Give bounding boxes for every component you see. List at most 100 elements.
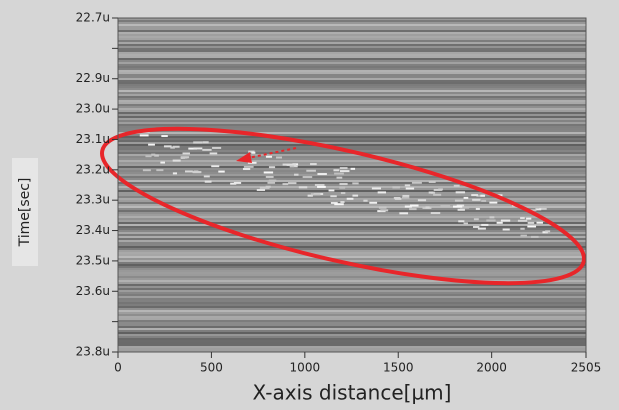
ripple [404,205,412,208]
stripe [118,346,586,348]
ripple [471,194,479,197]
stripe [118,174,586,176]
stripe [118,220,586,222]
stripe [118,166,586,168]
stripe [118,60,586,62]
stripe [118,186,586,188]
stripe [118,232,586,234]
stripe [118,284,586,286]
ripple [339,167,348,170]
stripe [118,286,586,288]
stripe [118,180,586,182]
stripe [118,76,586,78]
ripple [475,207,480,210]
stripe [118,42,586,44]
ripple [352,194,359,197]
stripe [118,322,586,324]
ripple [230,182,237,185]
stripe [118,52,586,54]
stripe [118,154,586,156]
x-tick-label: 2505 [571,361,602,375]
stripe [118,234,586,236]
stripe [118,336,586,338]
ripple [188,147,198,150]
stripe [118,108,586,110]
ripple [268,166,276,169]
stripe [118,310,586,312]
ripple [256,188,266,191]
stripe [118,94,586,96]
y-tick-label: 23.4u [76,223,110,237]
stripe [118,260,586,262]
ripple [218,170,225,173]
ripple [472,198,481,201]
ripple [265,175,274,178]
stripe [118,274,586,276]
ripple [401,196,410,199]
ripple [172,159,181,162]
ripple [339,186,346,189]
stripe [118,294,586,296]
y-tick-label: 23.8u [76,345,110,359]
ripple [392,186,400,189]
stripe [118,74,586,76]
stripe [118,158,586,160]
stripe [118,332,586,334]
ripple [172,145,180,148]
y-tick-label: 23.0u [76,102,110,116]
ripple [394,197,402,200]
stripe [118,18,586,20]
ripple [298,186,308,189]
ripple [377,191,387,194]
ripple [242,168,251,171]
stripe [118,278,586,280]
ripple [314,183,325,186]
stripe [118,100,586,102]
stripe [118,342,586,344]
ripple [292,165,298,168]
ripple [428,180,436,183]
stripe [118,296,586,298]
stripe [118,256,586,258]
ripple [399,212,409,215]
ripple [378,206,387,209]
ripple [336,176,343,179]
ripple [317,173,327,176]
ripple [289,165,295,168]
ripple [463,222,468,225]
ripple [404,184,411,187]
stripe [118,34,586,36]
stripe [118,32,586,34]
ripple [288,182,297,185]
stripe [118,248,586,250]
ripple [339,170,350,173]
annotations [100,126,586,286]
ripple [139,134,149,137]
stripe [118,282,586,284]
ripple [211,165,220,168]
stripe [118,298,586,300]
ripple [463,196,469,199]
ripple [170,146,175,149]
stripe [118,244,586,246]
stripe [118,292,586,294]
ripple [154,154,159,157]
ripple [371,187,381,190]
stripe [118,196,586,198]
stripe [118,86,586,88]
arrow-head [236,152,252,163]
ripple [350,167,356,170]
stripe [118,30,586,32]
stripe [118,50,586,52]
ripple [352,182,359,185]
ripple [489,201,498,204]
ripple [433,188,442,191]
stripe [118,136,586,138]
stripe [118,120,586,122]
stripe [118,192,586,194]
stripe [118,338,586,340]
stripe [118,160,586,162]
ripple [453,205,463,208]
ripple [481,223,489,226]
